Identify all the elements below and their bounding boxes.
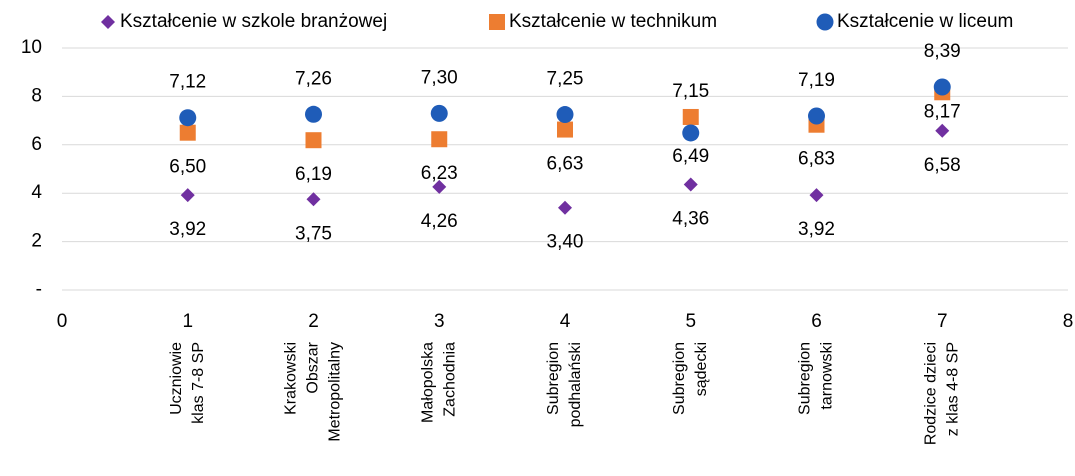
point xyxy=(809,188,824,203)
category-label: Uczniowie xyxy=(168,342,185,415)
y-tick-label: 6 xyxy=(31,134,42,155)
data-label: 3,75 xyxy=(295,223,332,244)
category-label: Obszar xyxy=(305,341,322,393)
data-label: 4,36 xyxy=(672,209,709,230)
legend-marker xyxy=(816,13,834,31)
x-tick-label: 8 xyxy=(1063,311,1074,332)
x-tick-label: 0 xyxy=(57,311,68,332)
y-tick-label: - xyxy=(36,279,42,300)
data-label: 8,39 xyxy=(924,41,961,62)
x-tick-label: 5 xyxy=(685,311,696,332)
point xyxy=(180,188,195,203)
point xyxy=(432,179,447,194)
data-label: 6,58 xyxy=(924,155,961,176)
category-label: Subregion xyxy=(671,342,688,415)
data-label: 6,23 xyxy=(421,163,458,184)
data-label: 7,30 xyxy=(421,67,458,88)
point xyxy=(431,131,448,148)
category-label: Subregion xyxy=(545,342,562,415)
category-label: sądecki xyxy=(693,342,710,396)
data-label: 8,17 xyxy=(924,101,961,122)
data-label: 3,40 xyxy=(547,232,584,253)
y-tick-label: 4 xyxy=(31,182,42,203)
point xyxy=(682,124,700,142)
x-tick-label: 1 xyxy=(182,311,193,332)
x-tick-label: 7 xyxy=(937,311,948,332)
data-label: 7,25 xyxy=(547,69,584,90)
x-tick-label: 4 xyxy=(560,311,571,332)
data-label: 6,50 xyxy=(169,157,206,178)
data-label: 7,15 xyxy=(672,81,709,102)
y-tick-label: 10 xyxy=(21,37,42,58)
point xyxy=(682,108,699,125)
data-label: 7,26 xyxy=(295,68,332,89)
y-tick-label: 2 xyxy=(31,231,42,252)
point xyxy=(683,177,698,192)
point xyxy=(558,200,572,215)
point xyxy=(305,132,322,149)
data-label: 6,83 xyxy=(798,149,835,170)
point xyxy=(556,106,574,124)
point xyxy=(305,105,322,123)
point xyxy=(179,109,197,127)
x-tick-label: 2 xyxy=(308,311,319,332)
point xyxy=(808,107,825,125)
point xyxy=(179,124,196,141)
point xyxy=(306,192,321,207)
category-label: Małopolska xyxy=(419,342,436,423)
legend-label: Kształcenie w technikum xyxy=(509,11,717,32)
category-label: Subregion xyxy=(797,342,814,415)
data-label: 6,63 xyxy=(547,154,584,175)
point xyxy=(430,104,448,122)
category-label: Krakowski xyxy=(283,342,300,415)
data-label: 3,92 xyxy=(169,219,206,240)
category-label: z klas 4-8 SP xyxy=(944,342,961,436)
data-label: 7,19 xyxy=(798,70,835,91)
category-label: Metropolitalny xyxy=(327,342,344,442)
data-label: 4,26 xyxy=(421,211,458,232)
category-label: Zachodnia xyxy=(441,342,458,417)
legend-label: Kształcenie w liceum xyxy=(837,11,1013,32)
category-label: klas 7-8 SP xyxy=(190,342,207,424)
point xyxy=(935,123,950,138)
data-label: 6,19 xyxy=(295,164,332,185)
category-label: podhalański xyxy=(567,342,584,427)
x-tick-label: 6 xyxy=(811,311,822,332)
legend-marker xyxy=(489,14,505,30)
category-label: Rodzice dzieci xyxy=(922,342,939,445)
data-label: 3,92 xyxy=(798,219,835,240)
category-label: tarnowski xyxy=(819,342,836,410)
data-label: 7,12 xyxy=(169,72,206,93)
x-tick-label: 3 xyxy=(434,311,445,332)
point xyxy=(557,121,573,138)
data-label: 6,49 xyxy=(672,146,709,167)
y-tick-label: 8 xyxy=(31,85,42,106)
legend-label: Kształcenie w szkole branżowej xyxy=(120,11,387,32)
point xyxy=(933,78,951,96)
legend-marker xyxy=(101,15,115,29)
